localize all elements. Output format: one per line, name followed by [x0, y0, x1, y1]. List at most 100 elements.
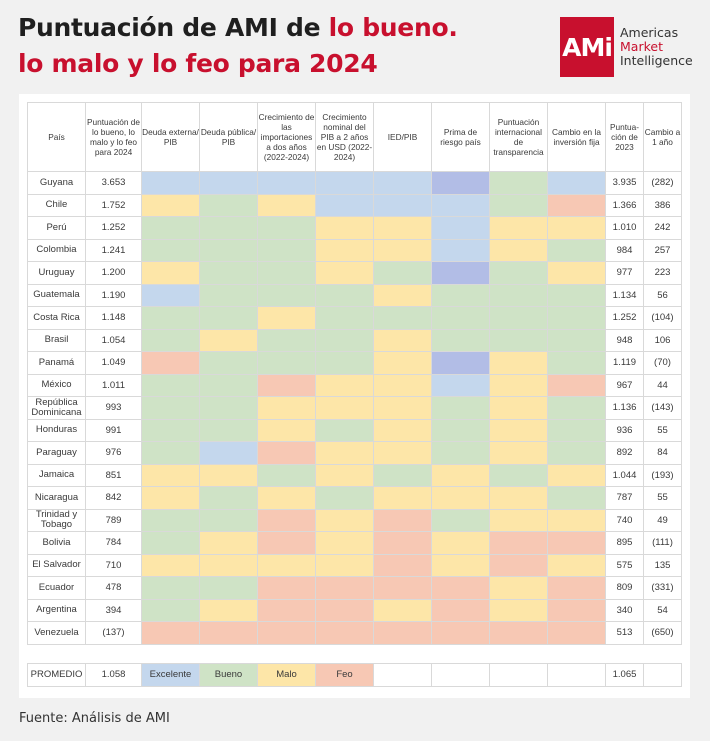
table-row: Costa Rica 1.148 1.252 (104): [27, 306, 682, 330]
rating-cell: [257, 171, 316, 195]
country-cell: República Dominicana: [27, 396, 86, 420]
rating-cell: [373, 306, 432, 330]
rating-cell: [489, 463, 548, 487]
change-cell: (70): [643, 351, 682, 375]
rating-cell: [489, 216, 548, 240]
table-row: Panamá 1.049 1.119 (70): [27, 351, 682, 375]
table-row: Colombia 1.241 984 257: [27, 238, 682, 262]
country-cell: Guyana: [27, 171, 86, 195]
rating-cell: [257, 238, 316, 262]
rating-cell: [141, 216, 200, 240]
score-2023-cell: 1.136: [605, 396, 644, 420]
change-cell: (650): [643, 621, 682, 645]
rating-cell: [315, 463, 374, 487]
score-cell: 1.011: [85, 373, 142, 397]
rating-cell: [141, 486, 200, 510]
spacer-cell: [489, 643, 548, 664]
score-2023-cell: 1.252: [605, 306, 644, 330]
change-cell: 106: [643, 328, 682, 352]
rating-cell: [431, 373, 490, 397]
change-cell: (331): [643, 576, 682, 600]
rating-cell: [257, 216, 316, 240]
score-cell: 976: [85, 441, 142, 465]
rating-cell: [489, 351, 548, 375]
rating-cell: [199, 283, 258, 307]
rating-cell: [315, 171, 374, 195]
rating-cell: [547, 216, 606, 240]
score-cell: 710: [85, 553, 142, 577]
rating-cell: [547, 171, 606, 195]
score-2023-cell: 948: [605, 328, 644, 352]
table-row: Ecuador 478 809 (331): [27, 576, 682, 600]
rating-cell: [431, 351, 490, 375]
score-table: País Puntuación de lo bueno, lo malo y lo…: [27, 102, 682, 687]
rating-cell: [141, 283, 200, 307]
score-cell: 478: [85, 576, 142, 600]
rating-cell: [257, 193, 316, 217]
rating-cell: [547, 418, 606, 442]
score-cell: 784: [85, 531, 142, 555]
rating-cell: [315, 531, 374, 555]
score-2023-cell: 809: [605, 576, 644, 600]
rating-cell: [431, 531, 490, 555]
table-row: Venezuela (137) 513 (650): [27, 621, 682, 645]
country-cell: Perú: [27, 216, 86, 240]
table-row: Paraguay 976 892 84: [27, 441, 682, 465]
rating-cell: [489, 553, 548, 577]
change-cell: 54: [643, 598, 682, 622]
legend-malo: Malo: [257, 662, 316, 687]
rating-cell: [547, 193, 606, 217]
rating-cell: [431, 306, 490, 330]
country-cell: México: [27, 373, 86, 397]
rating-cell: [489, 261, 548, 285]
country-cell: Colombia: [27, 238, 86, 262]
country-cell: Honduras: [27, 418, 86, 442]
rating-cell: [199, 553, 258, 577]
rating-cell: [489, 418, 548, 442]
score-cell: 1.752: [85, 193, 142, 217]
rating-cell: [141, 621, 200, 645]
rating-cell: [315, 598, 374, 622]
rating-cell: [431, 283, 490, 307]
rating-cell: [141, 576, 200, 600]
empty-cell: [373, 662, 432, 687]
rating-cell: [489, 441, 548, 465]
table-row: El Salvador 710 575 135: [27, 553, 682, 577]
rating-cell: [199, 373, 258, 397]
rating-cell: [373, 621, 432, 645]
spacer-cell: [373, 643, 432, 664]
change-cell: 386: [643, 193, 682, 217]
ami-logo: AMi Americas Market Intelligence: [560, 17, 693, 77]
column-header: Puntuación de lo bueno, lo malo y lo feo…: [85, 102, 142, 172]
rating-cell: [315, 261, 374, 285]
table-row: Guatemala 1.190 1.134 56: [27, 283, 682, 307]
rating-cell: [431, 553, 490, 577]
rating-cell: [199, 463, 258, 487]
rating-cell: [315, 306, 374, 330]
spacer-cell: [643, 643, 682, 664]
score-cell: 1.190: [85, 283, 142, 307]
rating-cell: [257, 418, 316, 442]
column-header: Crecimiento nominal del PIB a 2 años en …: [315, 102, 374, 172]
country-cell: Venezuela: [27, 621, 86, 645]
column-header: Crecimiento de las importaciones a dos a…: [257, 102, 316, 172]
rating-cell: [373, 351, 432, 375]
rating-cell: [199, 418, 258, 442]
spacer-cell: [605, 643, 644, 664]
rating-cell: [141, 508, 200, 532]
rating-cell: [489, 508, 548, 532]
rating-cell: [199, 261, 258, 285]
column-header: Deuda externa/ PIB: [141, 102, 200, 172]
rating-cell: [547, 463, 606, 487]
rating-cell: [373, 531, 432, 555]
rating-cell: [373, 486, 432, 510]
rating-cell: [141, 306, 200, 330]
column-header: Prima de riesgo país: [431, 102, 490, 172]
score-cell: 1.252: [85, 216, 142, 240]
change-cell: 56: [643, 283, 682, 307]
score-2023-cell: 3.935: [605, 171, 644, 195]
country-cell: Jamaica: [27, 463, 86, 487]
score-cell: 991: [85, 418, 142, 442]
rating-cell: [373, 396, 432, 420]
rating-cell: [489, 621, 548, 645]
